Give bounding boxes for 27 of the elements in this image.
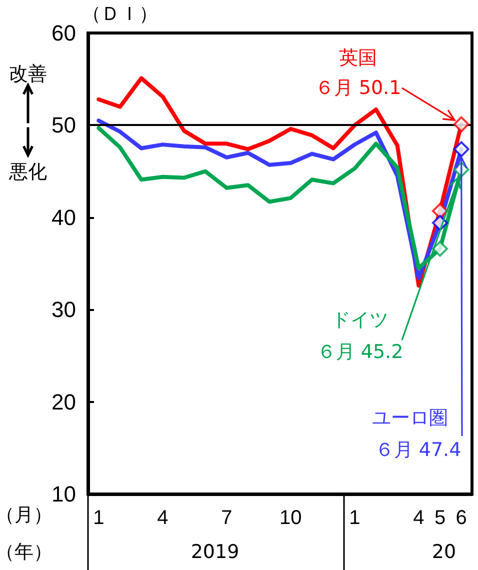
x-axis-title: （月） [0, 504, 52, 526]
y-tick-label: 50 [52, 112, 76, 138]
annotation: ６月 50.1 [314, 77, 402, 99]
y-tick-label: 10 [52, 482, 76, 506]
x-tick-label: 5 [434, 507, 446, 529]
text: 2019 [190, 541, 240, 563]
x-tick-label: 4 [157, 507, 168, 529]
y-tick-label: 20 [52, 389, 76, 414]
text: 英国 [339, 47, 377, 69]
x-tick-label: 7 [221, 507, 232, 529]
text: 20 [432, 541, 456, 563]
text: ドイツ [332, 309, 388, 331]
x-tick-label: 1 [349, 507, 360, 529]
text: 改善 [9, 63, 47, 85]
text: （年） [0, 541, 52, 563]
x-tick-label: 1 [93, 507, 104, 529]
annotation: ６月 47.4 [374, 439, 462, 461]
x-tick-label: 4 [413, 507, 424, 529]
x-tick-label: 10 [280, 507, 302, 529]
y-tick-label: 60 [52, 20, 76, 46]
text: 悪化 [9, 161, 47, 183]
y-tick-label: 30 [52, 297, 76, 322]
text: ユーロ圏 [372, 407, 448, 429]
y-tick-label: 40 [52, 204, 76, 230]
text: （ＤＩ） [82, 3, 158, 25]
annotation: ６月 45.2 [316, 341, 404, 363]
x-tick-label: 6 [456, 507, 467, 529]
